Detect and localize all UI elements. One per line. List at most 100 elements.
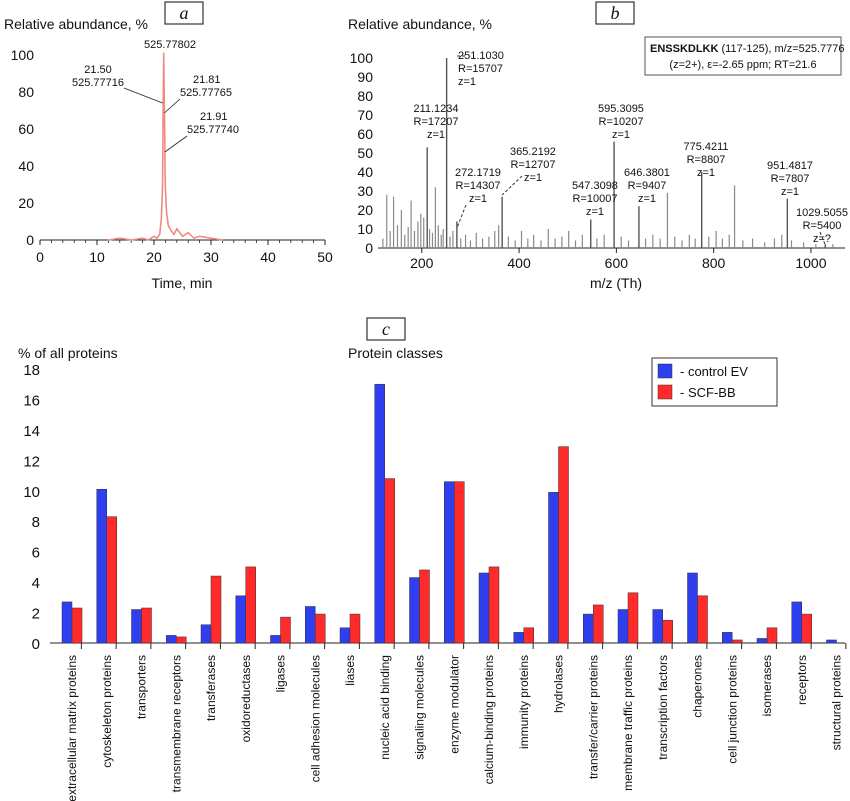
panel-b-leader bbox=[819, 231, 826, 246]
panel-a-data-point bbox=[119, 237, 121, 239]
panel-b-y-tick-label: 40 bbox=[357, 164, 373, 180]
panel-b-peak-label: 646.3801 bbox=[624, 167, 670, 179]
info-box-peptide: ENSSKDLKK bbox=[650, 43, 719, 55]
panel-a-x-tick-label: 10 bbox=[89, 249, 105, 265]
panel-b-peak-label: 211.1234 bbox=[413, 103, 458, 115]
panel-a-data-point bbox=[107, 239, 109, 241]
panel-b-y-tick-label: 80 bbox=[357, 88, 373, 104]
panel-b-peak-label: 595.3095 bbox=[598, 103, 644, 115]
panel-c-category-label: transmembrane receptors bbox=[169, 655, 183, 792]
panel-c-category-label: signaling molecules bbox=[413, 655, 427, 760]
panel-b-peak-label: R=15707 bbox=[458, 63, 503, 75]
panel-a-data-point bbox=[165, 211, 168, 213]
panel-a-data-point bbox=[221, 239, 223, 241]
info-box-line-2: (z=2+), ε=-2.65 ppm; RT=21.6 bbox=[669, 59, 816, 71]
control-ev-bar bbox=[270, 635, 281, 644]
info-box-line-1: ENSSKDLKK (117-125), m/z=525.7776 bbox=[650, 43, 845, 55]
control-ev-bar bbox=[235, 595, 246, 644]
panel-b-peak-label: z=1 bbox=[697, 167, 715, 179]
panel-c-category-label: cell adhesion molecules bbox=[308, 655, 322, 782]
panel-b-y-tick-label: 90 bbox=[357, 69, 373, 85]
panel-a-data-point bbox=[199, 235, 201, 237]
scf-bb-bar bbox=[593, 604, 604, 644]
panel-b-y-tick-label: 50 bbox=[357, 145, 373, 161]
scf-bb-bar bbox=[315, 613, 326, 644]
control-ev-bar bbox=[583, 613, 594, 644]
panel-a-label-box bbox=[164, 1, 204, 25]
panel-c-y-tick-label: 10 bbox=[23, 484, 40, 501]
panel-c-category-label: cell junction proteins bbox=[725, 655, 739, 764]
panel-b-label-box bbox=[595, 1, 635, 25]
panel-b-peak-label: R=12707 bbox=[511, 159, 556, 171]
panel-c-y-tick-label: 12 bbox=[23, 453, 40, 470]
control-ev-bar bbox=[305, 606, 316, 644]
panel-b-peak-label: z=1 bbox=[638, 193, 656, 205]
panel-a-ylabel: Relative abundance, % bbox=[4, 16, 148, 32]
panel-b-y-tick-label: 30 bbox=[357, 183, 373, 199]
panel-c-category-label: extracellular matrix proteins bbox=[65, 655, 79, 801]
panel-a-data-point bbox=[164, 161, 166, 163]
panel-b-x-tick-label: 200 bbox=[410, 255, 434, 271]
panel-c-y-tick-label: 4 bbox=[32, 575, 40, 592]
panel-a-annotation-1: 525.77716 bbox=[72, 77, 124, 89]
scf-bb-bar bbox=[627, 592, 639, 644]
scf-bb-bar bbox=[141, 607, 152, 644]
panel-b-peak-label: 775.4211 bbox=[683, 141, 728, 153]
panel-a-annotation-leader bbox=[164, 98, 181, 114]
panel-a-x-tick-label: 40 bbox=[260, 249, 276, 265]
scf-bb-bar bbox=[384, 478, 395, 644]
panel-b-peak-label: z=1 bbox=[427, 129, 445, 141]
panel-c-y-tick-label: 18 bbox=[23, 362, 40, 379]
panel-b-peak-label: R=10207 bbox=[599, 116, 644, 128]
panel-a-x-tick-label: 50 bbox=[317, 249, 333, 265]
scf-bb-bar bbox=[210, 575, 222, 644]
panel-a: a Relative abundance, % Time, min 0 10 20 3… bbox=[4, 1, 333, 291]
panel-b-label: b bbox=[611, 3, 620, 23]
panel-b-ylabel: Relative abundance, % bbox=[348, 16, 492, 32]
panel-a-annotation-2: 21.81 bbox=[193, 74, 221, 86]
panel-c-category-label: ligases bbox=[274, 655, 288, 692]
control-ev-bar bbox=[96, 489, 107, 644]
scf-bb-bar bbox=[766, 627, 778, 644]
panel-c-y-tick-label: 14 bbox=[23, 423, 40, 440]
control-ev-bar bbox=[826, 639, 837, 644]
panel-a-data-point bbox=[163, 106, 165, 108]
scf-bb-bar bbox=[697, 595, 708, 644]
control-ev-bar bbox=[722, 632, 733, 644]
panel-a-data-point bbox=[176, 228, 178, 230]
panel-c-category-label: receptors bbox=[795, 655, 809, 705]
panel-a-data-point bbox=[210, 237, 212, 239]
panel-a-data-point bbox=[163, 52, 165, 54]
panel-b-peak-label: z=1 bbox=[586, 206, 604, 218]
panel-b-peak-label: R=5400 bbox=[803, 220, 842, 232]
scf-bb-bar bbox=[280, 616, 291, 644]
scf-bb-bar bbox=[732, 639, 743, 644]
panel-b-peak-label: z=1 bbox=[781, 186, 799, 198]
panel-c-y-tick-label: 16 bbox=[23, 392, 40, 409]
panel-a-label: a bbox=[180, 3, 189, 23]
panel-c-category-label: enzyme modulator bbox=[447, 655, 461, 754]
panel-a-data-point bbox=[142, 237, 144, 239]
control-ev-bar bbox=[166, 635, 177, 644]
panel-a-data-point bbox=[160, 217, 163, 219]
panel-c-category-label: chaperones bbox=[691, 655, 705, 718]
panel-a-x-tick-label: 30 bbox=[203, 249, 219, 265]
control-ev-bar bbox=[339, 627, 351, 644]
panel-a-y-tick-label: 100 bbox=[11, 47, 35, 63]
panel-b-peak-label: R=14307 bbox=[456, 180, 501, 192]
panel-c-label-box bbox=[366, 317, 406, 341]
panel-b-peak-label: 365.2192 bbox=[510, 146, 556, 158]
panel-a-data-point bbox=[159, 233, 161, 236]
panel-c-category-label: oxidoreductases bbox=[239, 655, 253, 742]
control-ev-bar bbox=[791, 601, 802, 644]
panel-c-legend-label: - SCF-BB bbox=[680, 385, 736, 400]
panel-c-category-label: nucleic acid binding bbox=[378, 655, 392, 760]
panel-b-peak-label: R=9407 bbox=[628, 180, 667, 192]
panel-b-peak-label: 1029.5055 bbox=[796, 207, 848, 219]
panel-a-y-tick-label: 60 bbox=[18, 121, 34, 137]
panel-a-annotation-leader bbox=[164, 135, 188, 153]
scf-bb-bar bbox=[801, 613, 812, 644]
panel-b: b Relative abundance, % m/z (Th) 200 400 6… bbox=[348, 1, 848, 291]
panel-b-peak-label: z=1 bbox=[469, 193, 487, 205]
